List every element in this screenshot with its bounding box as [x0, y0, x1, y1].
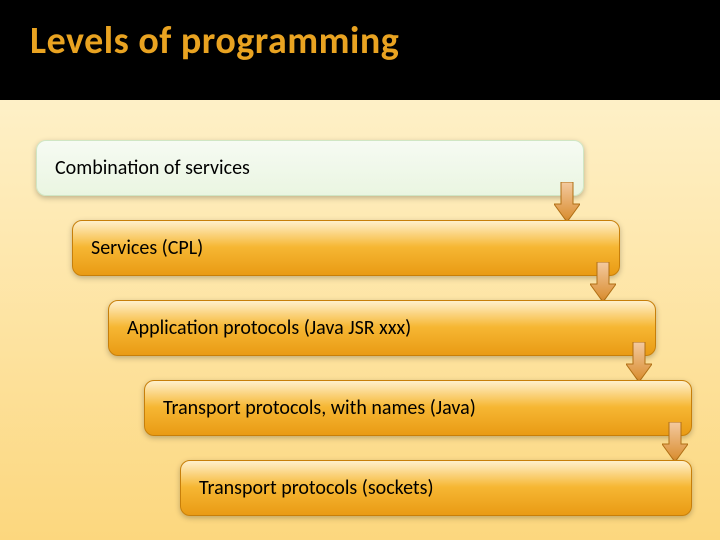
page-title: Levels of programming	[30, 18, 690, 64]
flow-arrow-icon	[662, 422, 688, 462]
diagram-area: Combination of services Services (CPL) A…	[0, 100, 720, 540]
level-label: Combination of services	[55, 156, 250, 180]
level-transport-protocols-sockets: Transport protocols (sockets)	[180, 460, 692, 516]
flow-arrow-icon	[554, 182, 580, 222]
header-bar: Levels of programming	[0, 0, 720, 100]
flow-arrow-icon	[626, 342, 652, 382]
level-label: Services (CPL)	[91, 236, 203, 260]
level-application-protocols: Application protocols (Java JSR xxx)	[108, 300, 656, 356]
level-services-cpl: Services (CPL)	[72, 220, 620, 276]
level-label: Application protocols (Java JSR xxx)	[127, 316, 411, 340]
level-label: Transport protocols, with names (Java)	[163, 396, 476, 420]
level-combination-of-services: Combination of services	[36, 140, 584, 196]
level-transport-protocols-names: Transport protocols, with names (Java)	[144, 380, 692, 436]
flow-arrow-icon	[590, 262, 616, 302]
level-label: Transport protocols (sockets)	[199, 476, 434, 500]
